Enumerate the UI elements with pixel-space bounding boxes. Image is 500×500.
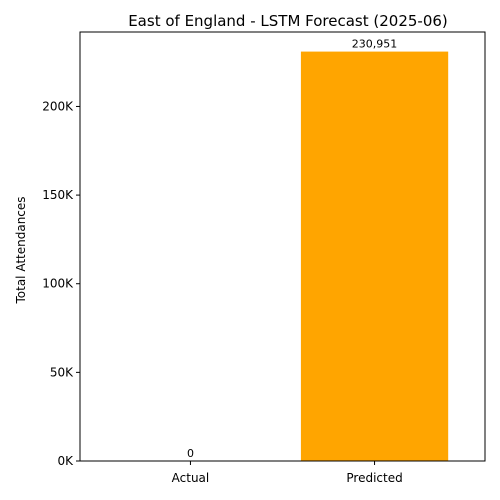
value-label-actual: 0	[187, 447, 194, 460]
x-tick-label-predicted: Predicted	[346, 471, 402, 485]
plot-frame	[79, 31, 486, 462]
y-axis: 0K 50K 100K 150K 200K	[42, 99, 80, 468]
y-tick-label: 50K	[50, 365, 74, 379]
bar-predicted	[300, 51, 449, 462]
y-axis-label: Total Attendances	[14, 196, 28, 304]
y-tick-label: 150K	[42, 188, 74, 202]
x-axis: Actual Predicted	[172, 461, 403, 485]
bars-group	[300, 51, 449, 462]
value-labels-group: 0 230,951	[187, 38, 397, 460]
x-tick-label-actual: Actual	[172, 471, 210, 485]
y-tick-label: 200K	[42, 99, 74, 113]
value-label-predicted: 230,951	[352, 38, 398, 51]
y-tick-label: 0K	[57, 454, 74, 468]
y-tick-label: 100K	[42, 277, 74, 291]
chart-title: East of England - LSTM Forecast (2025-06…	[128, 12, 448, 30]
